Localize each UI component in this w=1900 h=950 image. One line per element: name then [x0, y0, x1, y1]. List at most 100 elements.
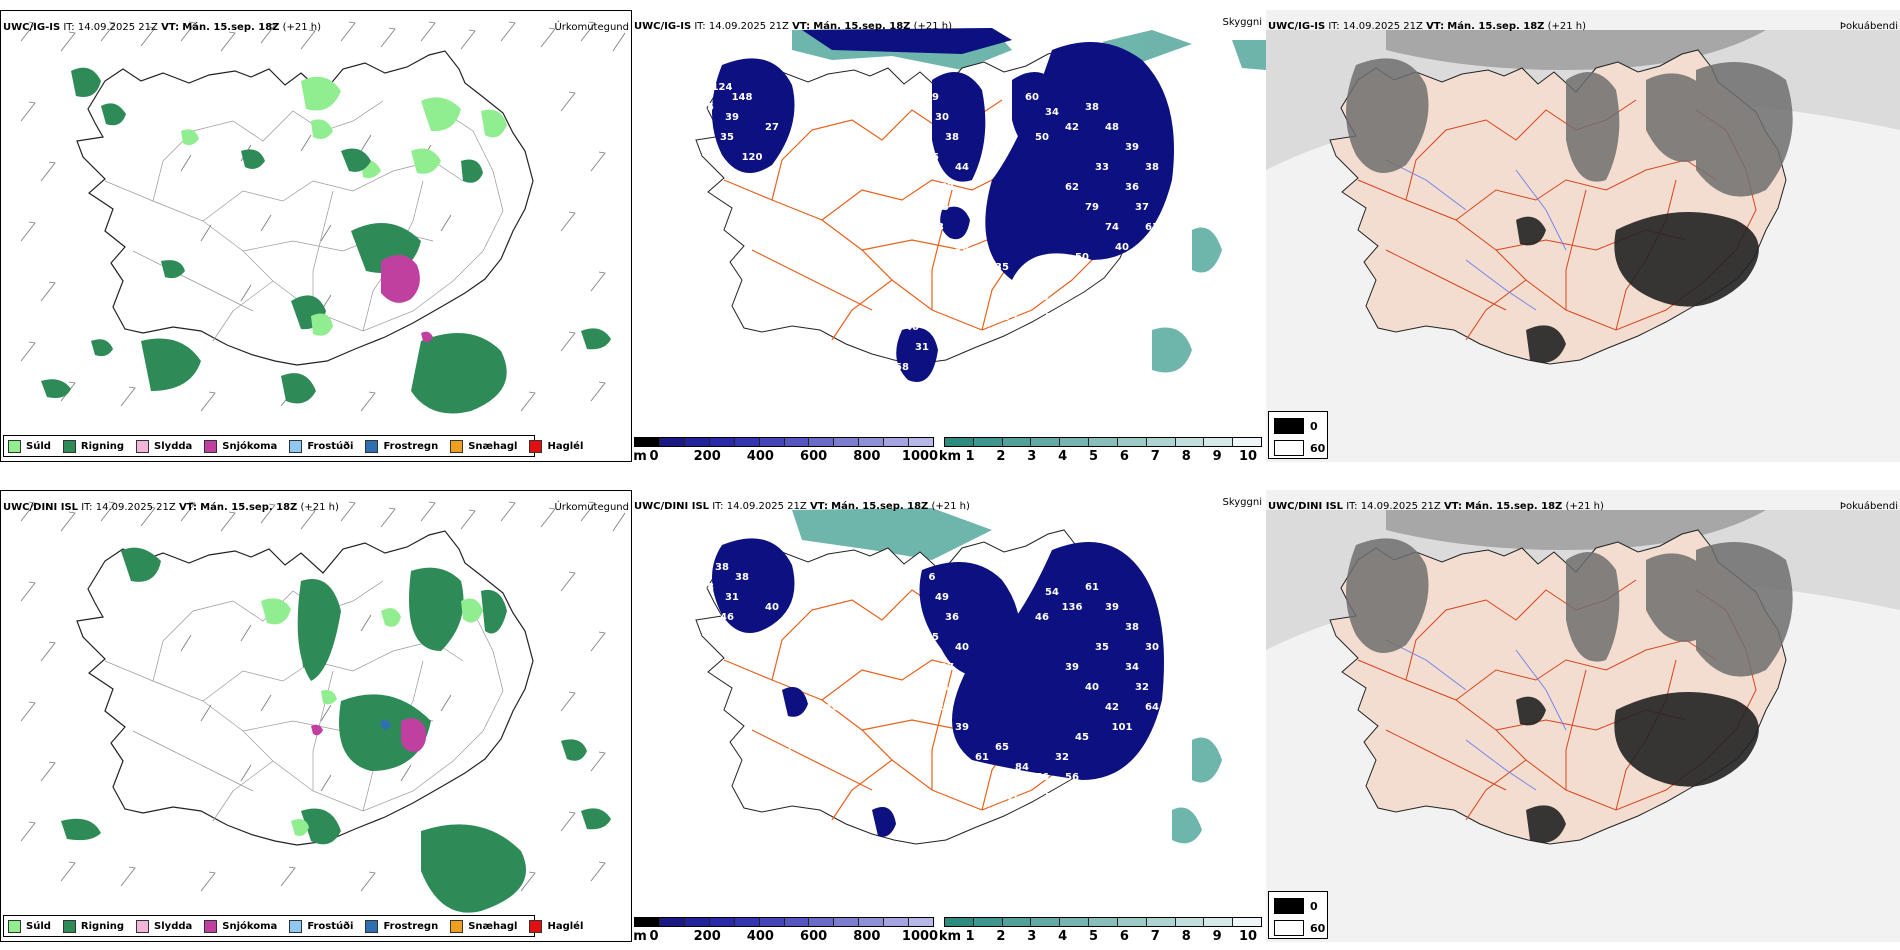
- panel-title: Úrkomutegund: [554, 22, 629, 33]
- cloud-base-label: 35: [935, 202, 949, 213]
- colorbar-tick: 1: [965, 929, 975, 942]
- legend-label: Frostúði: [307, 440, 354, 452]
- panel-title: Úrkomutegund: [554, 502, 629, 513]
- cloud-base-label: 32: [1135, 682, 1149, 693]
- colorbar-strip: [634, 917, 934, 927]
- fog-legend-item: 0: [1274, 418, 1318, 434]
- panel-header: UWC/IG-IS IT: 14.09.2025 21Z VT: Mán. 15…: [634, 21, 953, 32]
- colorbar-unit: km: [938, 449, 962, 462]
- colorbar-strip: [944, 437, 1262, 447]
- cloud-base-label: 40: [1115, 242, 1129, 253]
- colorbar-tick: 6: [1119, 449, 1129, 462]
- cloud-base-label: 37: [940, 662, 954, 673]
- legend-label: Slydda: [154, 440, 193, 452]
- cloud-base-label: 64: [1145, 702, 1159, 713]
- cloud-base-label: 33: [1095, 162, 1109, 173]
- colorbar-cell: [1233, 438, 1261, 446]
- legend-swatch: [365, 919, 379, 933]
- cloud-base-label: 38: [1125, 622, 1139, 633]
- legend-label: Snæhagl: [468, 440, 518, 452]
- cloud-base-label: 30: [935, 112, 949, 123]
- cloud-base-label: 61: [975, 752, 989, 763]
- cloud-base-label: 6: [929, 572, 936, 583]
- panel-header: UWC/DINI ISL IT: 14.09.2025 21Z VT: Mán.…: [3, 502, 339, 513]
- fog-legend-label: 60: [1310, 441, 1326, 455]
- cloud-base-label: 60: [805, 722, 819, 733]
- cloud-base-label: 35: [1095, 642, 1109, 653]
- fog-panel-top: UWC/IG-IS IT: 14.09.2025 21Z VT: Mán. 15…: [1266, 10, 1900, 462]
- cloud-base-label: 64: [935, 682, 949, 693]
- colorbar-tick: 800: [853, 449, 881, 462]
- legend-label: Frostregn: [383, 440, 439, 452]
- colorbar-strip: [634, 437, 934, 447]
- colorbar-cell: [909, 438, 934, 446]
- cloud-base-label: 64: [745, 632, 759, 643]
- cloud-base-label: 39: [1125, 142, 1139, 153]
- precip-type-legend: Súld Rigning Slydda Snjókoma Frostúði Frostre…: [3, 435, 583, 457]
- colorbar-tick: 4: [1058, 929, 1068, 942]
- fog-legend: 0 60: [1268, 411, 1328, 459]
- cloud-base-label: 38: [1085, 102, 1099, 113]
- legend-label: Snjókoma: [222, 440, 278, 452]
- precip-panel-top: UWC/IG-IS IT: 14.09.2025 21Z VT: Mán. 15…: [0, 10, 632, 462]
- cloud-base-label: 38: [1145, 162, 1159, 173]
- legend-swatch: [450, 439, 464, 453]
- colorbar-cell: [884, 918, 910, 926]
- precip-map: [20, 501, 626, 913]
- legend-swatch: [62, 439, 76, 453]
- colorbar-tick: 8: [1181, 449, 1191, 462]
- cloud-base-label: 52: [940, 182, 954, 193]
- legend-label: Súld: [26, 920, 51, 932]
- colorbar-cell: [1117, 918, 1147, 926]
- colorbar-tick: 5: [1089, 929, 1099, 942]
- cloud-base-label: 42: [1105, 702, 1119, 713]
- legend-label: Rigning: [80, 440, 125, 452]
- cloud-base-label: 29: [1025, 332, 1039, 343]
- fog-map: [1266, 490, 1900, 942]
- legend-item: Snjókoma: [204, 439, 278, 453]
- colorbar-cell: [1146, 438, 1176, 446]
- panel-title: Skyggni: [1222, 17, 1262, 28]
- cloud-base-label: 61: [1085, 582, 1099, 593]
- colorbar-cell: [759, 438, 785, 446]
- colorbar-cell: [1060, 438, 1090, 446]
- cloud-base-label: 31: [1085, 792, 1099, 803]
- colorbar-cell: [884, 438, 910, 446]
- cloud-base-label: 44: [955, 162, 969, 173]
- cloud-base-label: 44: [1015, 282, 1029, 293]
- cloud-base-label: 31: [725, 592, 739, 603]
- legend-swatch: [365, 439, 379, 453]
- fog-map: [1266, 10, 1900, 462]
- colorbar-tick: 5: [1089, 449, 1099, 462]
- legend-label: Slydda: [154, 920, 193, 932]
- colorbar-cell: [973, 438, 1003, 446]
- cloud-base-label: 58: [895, 362, 909, 373]
- legend-swatch: [8, 919, 21, 933]
- cloud-base-label: 37: [905, 802, 919, 813]
- cloud-base-label: 42: [1065, 122, 1079, 133]
- fog-legend-item: 60: [1274, 920, 1325, 936]
- cloud-base-label: 101: [1112, 722, 1133, 733]
- colorbar-tick: 1: [965, 449, 975, 462]
- colorbar-tick: 400: [746, 929, 774, 942]
- cloud-base-label: 60: [1025, 92, 1039, 103]
- colorbar-cell: [1175, 918, 1205, 926]
- cloud-base-label: 120: [742, 152, 763, 163]
- panel-header: UWC/DINI ISL IT: 14.09.2025 21Z VT: Mán.…: [634, 501, 970, 512]
- colorbar-tick: 3: [1027, 449, 1037, 462]
- colorbar-cell: [684, 438, 710, 446]
- colorbar-cell: [1002, 438, 1032, 446]
- colorbar-cell: [659, 438, 685, 446]
- cloud-base-label: 35: [925, 632, 939, 643]
- cloud-base-label: 84: [1015, 762, 1029, 773]
- legend-item: Frostregn: [365, 919, 438, 933]
- cloud-base-label: 79: [1085, 202, 1099, 213]
- legend-swatch: [529, 439, 543, 453]
- fog-legend-swatch: [1274, 440, 1304, 456]
- cloud-base-label: 50: [1035, 132, 1049, 143]
- colorbar-cell: [834, 918, 860, 926]
- precip-type-legend: Súld Rigning Slydda Snjókoma Frostúði Frostre…: [3, 915, 583, 937]
- cloud-base-colorbar: m 0 200 400 600 800 1000: [633, 917, 938, 942]
- cloud-base-label: 51: [785, 642, 799, 653]
- cloud-base-label: 53: [930, 222, 944, 233]
